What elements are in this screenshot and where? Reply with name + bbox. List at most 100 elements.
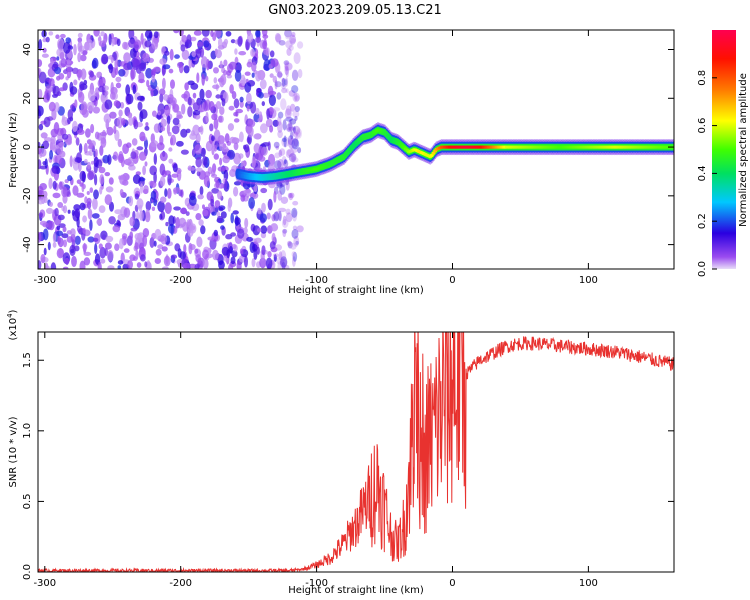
noise-blob	[134, 41, 139, 52]
noise-blob	[153, 171, 157, 184]
noise-blob	[214, 30, 222, 38]
snr-y-label: SNR (10 * v/v)	[8, 416, 19, 487]
noise-blob	[223, 59, 228, 67]
noise-blob	[38, 123, 44, 131]
noise-blob	[129, 254, 136, 261]
noise-blob	[107, 265, 115, 269]
noise-blob	[276, 92, 282, 100]
noise-blob	[104, 194, 113, 206]
noise-blob	[202, 249, 209, 260]
y-tick-label: 1.0	[22, 423, 33, 439]
noise-blob	[290, 38, 296, 44]
y-tick-label: -20	[22, 188, 33, 204]
noise-blob	[295, 130, 301, 138]
noise-blob	[104, 172, 111, 177]
noise-blob	[48, 220, 55, 231]
noise-blob	[128, 38, 136, 49]
noise-blob	[195, 49, 202, 59]
noise-blob	[79, 260, 86, 269]
noise-blob	[291, 69, 299, 82]
noise-blob	[186, 34, 192, 44]
noise-blob	[181, 49, 190, 60]
noise-blob	[219, 60, 223, 69]
noise-blob	[159, 151, 168, 162]
noise-blob	[283, 60, 290, 66]
x-tick-label: 100	[579, 578, 598, 589]
noise-blob	[197, 257, 202, 265]
noise-blob	[99, 145, 104, 156]
noise-blob	[138, 71, 145, 84]
noise-blob	[212, 84, 220, 90]
noise-blob	[281, 82, 287, 90]
noise-blob	[163, 255, 171, 267]
noise-blob	[176, 114, 184, 120]
noise-blob	[49, 150, 54, 160]
noise-blob	[144, 40, 152, 48]
noise-blob	[170, 254, 178, 259]
noise-blob	[180, 44, 186, 52]
noise-blob	[140, 32, 144, 45]
noise-blob	[200, 56, 208, 68]
noise-blob	[72, 120, 78, 132]
noise-blob	[66, 66, 72, 79]
snr-series-line	[38, 332, 674, 572]
noise-blob	[278, 149, 283, 158]
noise-blob	[100, 230, 108, 240]
noise-blob	[292, 255, 296, 267]
noise-blob	[106, 126, 114, 136]
noise-blob	[132, 58, 140, 70]
noise-blob	[192, 102, 200, 112]
noise-blob	[226, 70, 232, 76]
noise-blob	[145, 122, 149, 127]
noise-blob	[96, 71, 103, 79]
noise-blob	[203, 100, 208, 112]
noise-blob	[270, 58, 279, 67]
noise-blob	[260, 187, 268, 194]
noise-blob	[138, 151, 147, 161]
noise-blob	[213, 67, 219, 74]
noise-blob	[94, 174, 98, 186]
noise-blob	[239, 100, 244, 108]
noise-blob	[183, 244, 187, 254]
noise-blob	[105, 235, 114, 243]
noise-blob	[296, 225, 304, 233]
noise-blob	[174, 54, 180, 59]
noise-blob	[114, 67, 119, 76]
noise-blob	[164, 105, 171, 117]
noise-blob	[38, 68, 41, 76]
noise-blob	[73, 79, 78, 86]
noise-blob	[89, 187, 94, 194]
noise-blob	[200, 225, 206, 235]
noise-blob	[177, 248, 182, 258]
noise-blob	[285, 88, 289, 93]
noise-blob	[168, 68, 174, 74]
noise-blob	[258, 146, 264, 158]
noise-blob	[142, 234, 148, 247]
noise-blob	[290, 147, 299, 153]
noise-blob	[273, 141, 280, 149]
noise-blob	[87, 208, 93, 220]
noise-blob	[280, 196, 289, 204]
noise-blob	[283, 159, 287, 165]
x-tick-label: -100	[305, 578, 328, 589]
noise-blob	[220, 211, 227, 219]
noise-blob	[219, 106, 225, 115]
noise-blob	[284, 79, 288, 86]
noise-blob	[188, 263, 197, 269]
noise-blob	[70, 228, 76, 237]
noise-blob	[202, 209, 209, 217]
noise-blob	[211, 211, 217, 216]
noise-blob	[173, 206, 182, 211]
noise-blob	[142, 52, 150, 63]
noise-blob	[288, 193, 294, 201]
noise-blob	[274, 32, 281, 43]
noise-blob	[87, 161, 91, 169]
noise-blob	[230, 232, 237, 237]
noise-blob	[243, 189, 252, 194]
noise-blob	[253, 133, 261, 140]
noise-blob	[211, 113, 218, 121]
noise-blob	[200, 147, 206, 157]
noise-blob	[169, 97, 177, 106]
noise-blob	[297, 68, 303, 79]
noise-blob	[70, 104, 75, 111]
